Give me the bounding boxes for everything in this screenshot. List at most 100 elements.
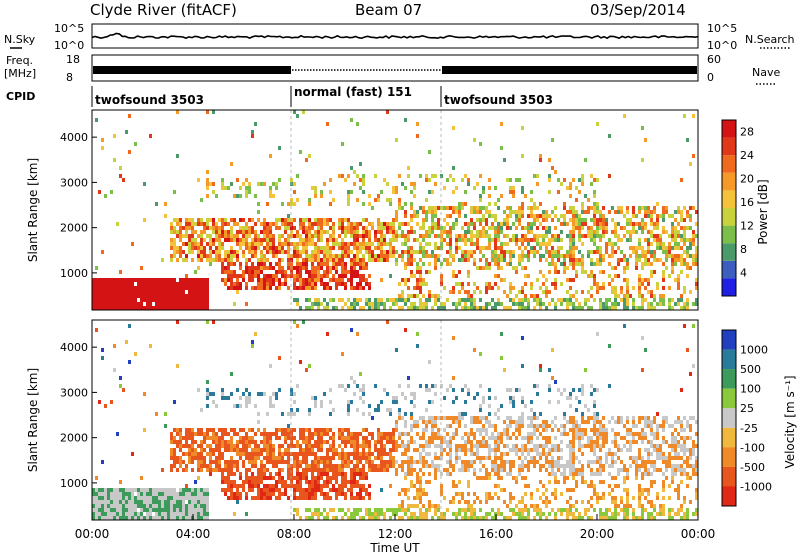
power-cell	[407, 234, 410, 238]
power-cell	[308, 202, 311, 206]
power-cell	[305, 250, 308, 254]
power-cell	[494, 234, 497, 238]
power-cell	[257, 278, 260, 282]
velocity-cell	[290, 480, 293, 484]
power-cell	[623, 306, 626, 310]
power-cell	[425, 306, 428, 310]
power-cell	[188, 226, 191, 230]
power-cell	[341, 242, 344, 246]
velocity-cell	[290, 412, 293, 416]
power-cell	[620, 250, 623, 254]
power-cell	[602, 286, 605, 290]
power-cell	[230, 274, 233, 278]
power-cell	[251, 226, 254, 230]
velocity-cell	[188, 432, 191, 436]
power-cell	[497, 246, 500, 250]
power-cell	[584, 194, 587, 198]
velocity-cell	[260, 488, 263, 492]
velocity-cell	[479, 420, 482, 424]
power-cell	[455, 306, 458, 310]
power-cell	[257, 266, 260, 270]
power-cell	[569, 254, 572, 258]
velocity-cell	[512, 420, 515, 424]
power-cell	[329, 258, 332, 262]
velocity-cell	[314, 480, 317, 484]
power-cell	[611, 286, 614, 290]
velocity-cell	[182, 492, 185, 496]
power-cell	[527, 254, 530, 258]
velocity-cell	[338, 492, 341, 496]
power-cell	[251, 250, 254, 254]
power-cell	[497, 298, 500, 302]
velocity-cell	[173, 508, 176, 512]
power-cell	[431, 254, 434, 258]
velocity-cell	[485, 468, 488, 472]
power-cell	[656, 214, 659, 218]
power-cell	[626, 266, 629, 270]
velocity-cell	[98, 492, 101, 496]
power-cell	[395, 302, 398, 306]
power-cell	[527, 298, 530, 302]
velocity-cell	[101, 488, 104, 492]
power-cell	[422, 254, 425, 258]
power-cell	[575, 218, 578, 222]
velocity-cell	[446, 440, 449, 444]
velocity-cell	[422, 444, 425, 448]
velocity-cell	[338, 384, 341, 388]
power-cell	[452, 286, 455, 290]
velocity-cell	[107, 512, 110, 516]
power-cell	[176, 294, 179, 298]
velocity-cell	[131, 516, 134, 520]
velocity-cell	[356, 508, 359, 512]
velocity-cell	[320, 492, 323, 496]
velocity-cell	[515, 480, 518, 484]
velocity-cell	[266, 476, 269, 480]
velocity-cell	[416, 488, 419, 492]
velocity-cell	[341, 352, 344, 356]
power-cell	[482, 234, 485, 238]
velocity-cell	[518, 424, 521, 428]
power-cell	[164, 282, 167, 286]
velocity-cell	[374, 440, 377, 444]
power-cell	[308, 306, 311, 310]
power-cell	[398, 198, 401, 202]
power-cell	[566, 290, 569, 294]
power-cell	[131, 290, 134, 294]
power-cell	[125, 286, 128, 290]
power-cell	[233, 238, 236, 242]
power-cell	[95, 118, 98, 122]
velocity-cell	[338, 428, 341, 432]
power-cell	[410, 306, 413, 310]
velocity-cell	[119, 504, 122, 508]
power-cell	[680, 270, 683, 274]
velocity-cell	[197, 388, 200, 392]
velocity-cell	[365, 476, 368, 480]
velocity-cell	[533, 428, 536, 432]
power-cell	[371, 254, 374, 258]
velocity-cell	[536, 504, 539, 508]
power-cell	[665, 206, 668, 210]
power-cell	[269, 230, 272, 234]
velocity-cell	[368, 512, 371, 516]
power-cell	[395, 230, 398, 234]
velocity-cell	[170, 508, 173, 512]
power-cell	[623, 226, 626, 230]
power-cell	[626, 206, 629, 210]
power-cell	[482, 206, 485, 210]
power-cell	[314, 222, 317, 226]
velocity-cell	[452, 432, 455, 436]
power-cell	[647, 262, 650, 266]
power-cell	[161, 278, 164, 282]
velocity-cell	[329, 464, 332, 468]
power-cell	[245, 262, 248, 266]
power-cell	[665, 254, 668, 258]
power-cell	[290, 274, 293, 278]
power-cell	[200, 298, 203, 302]
power-cell	[245, 226, 248, 230]
power-cell	[452, 274, 455, 278]
velocity-cell	[539, 364, 542, 368]
power-cell	[449, 206, 452, 210]
power-cell	[263, 182, 266, 186]
power-cell	[296, 246, 299, 250]
power-cell	[155, 282, 158, 286]
